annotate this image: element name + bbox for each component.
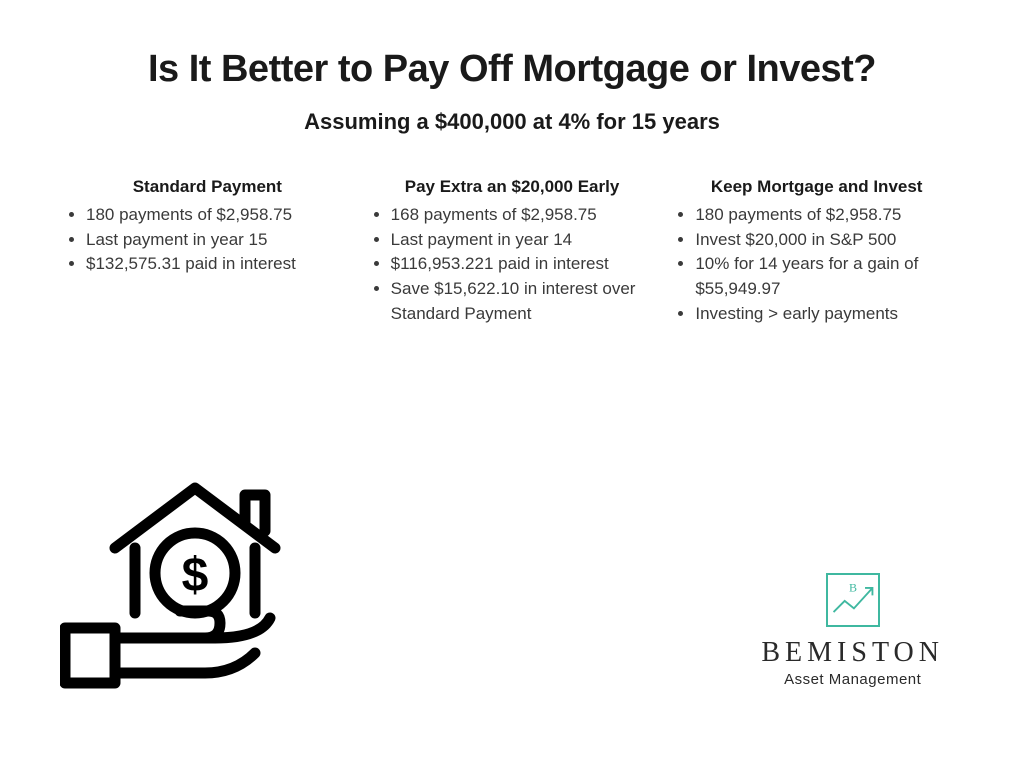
list-item: Invest $20,000 in S&P 500 <box>695 228 960 253</box>
logo-name: BEMISTON <box>761 637 944 669</box>
column-title: Keep Mortgage and Invest <box>673 177 960 197</box>
column-title: Standard Payment <box>64 177 351 197</box>
svg-text:B: B <box>849 581 857 595</box>
house-dollar-hand-icon: $ <box>60 473 310 708</box>
column-list: 180 payments of $2,958.75 Last payment i… <box>64 203 351 277</box>
column-invest: Keep Mortgage and Invest 180 payments of… <box>673 177 960 326</box>
svg-text:$: $ <box>182 549 209 602</box>
list-item: 180 payments of $2,958.75 <box>695 203 960 228</box>
logo-subtitle: Asset Management <box>761 671 944 688</box>
list-item: Last payment in year 14 <box>391 228 656 253</box>
list-item: Investing > early payments <box>695 302 960 327</box>
column-standard: Standard Payment 180 payments of $2,958.… <box>64 177 351 326</box>
page-subtitle: Assuming a $400,000 at 4% for 15 years <box>64 109 960 135</box>
column-list: 168 payments of $2,958.75 Last payment i… <box>369 203 656 326</box>
list-item: 180 payments of $2,958.75 <box>86 203 351 228</box>
list-item: Save $15,622.10 in interest over Standar… <box>391 277 656 326</box>
logo-mark-icon: B <box>826 573 880 627</box>
column-title: Pay Extra an $20,000 Early <box>369 177 656 197</box>
list-item: $132,575.31 paid in interest <box>86 252 351 277</box>
column-list: 180 payments of $2,958.75 Invest $20,000… <box>673 203 960 326</box>
list-item: Last payment in year 15 <box>86 228 351 253</box>
column-extra: Pay Extra an $20,000 Early 168 payments … <box>369 177 656 326</box>
list-item: $116,953.221 paid in interest <box>391 252 656 277</box>
comparison-columns: Standard Payment 180 payments of $2,958.… <box>64 177 960 326</box>
list-item: 168 payments of $2,958.75 <box>391 203 656 228</box>
list-item: 10% for 14 years for a gain of $55,949.9… <box>695 252 960 301</box>
page-title: Is It Better to Pay Off Mortgage or Inve… <box>64 48 960 91</box>
brand-logo: B BEMISTON Asset Management <box>761 573 944 688</box>
